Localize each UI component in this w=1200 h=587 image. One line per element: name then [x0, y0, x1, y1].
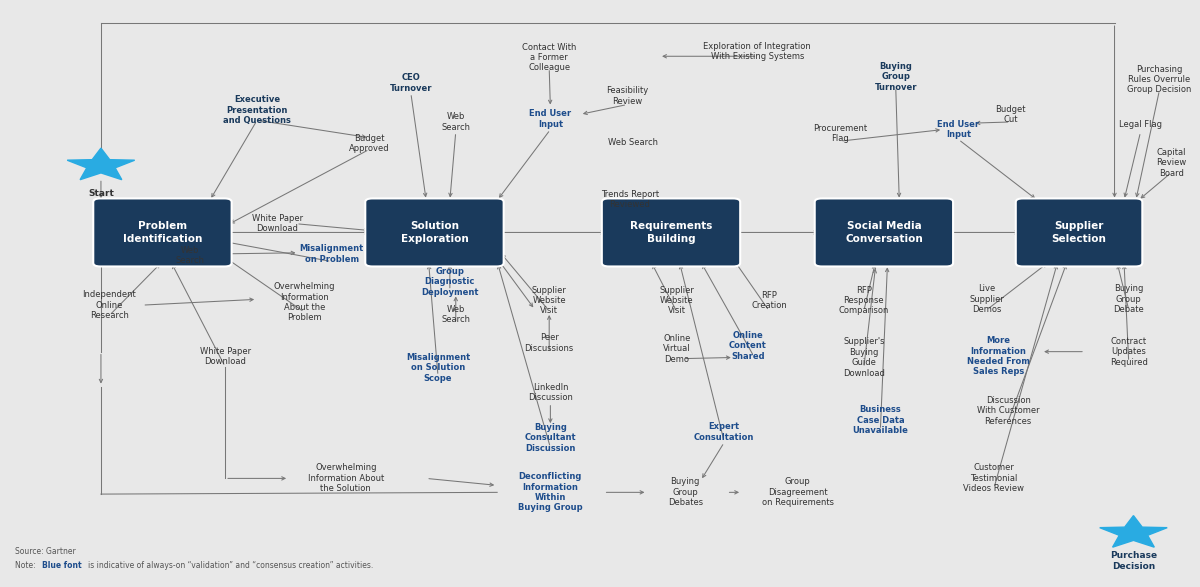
Text: Purchase
Decision: Purchase Decision [1110, 551, 1157, 571]
Text: Budget
Approved: Budget Approved [349, 134, 390, 153]
Text: Expert
Consultation: Expert Consultation [694, 422, 755, 441]
Polygon shape [67, 148, 134, 180]
Text: Budget
Cut: Budget Cut [995, 104, 1026, 124]
Text: Contract
Updates
Required: Contract Updates Required [1110, 337, 1147, 366]
Text: Buying
Group
Turnover: Buying Group Turnover [875, 62, 917, 92]
Text: Note:: Note: [14, 561, 37, 570]
Text: Web
Search: Web Search [442, 305, 470, 324]
Text: Supplier's
Buying
Guide
Download: Supplier's Buying Guide Download [842, 338, 884, 377]
Text: Capital
Review
Board: Capital Review Board [1156, 148, 1187, 178]
Text: Supplier
Website
Visit: Supplier Website Visit [660, 286, 695, 315]
Text: Live
Supplier
Demos: Live Supplier Demos [970, 285, 1004, 314]
Text: End User
Input: End User Input [529, 109, 571, 129]
Text: Start: Start [88, 189, 114, 198]
Text: Source: Gartner: Source: Gartner [14, 547, 76, 556]
Text: Trends Report
Reviewed: Trends Report Reviewed [600, 190, 659, 209]
Text: Legal Flag: Legal Flag [1120, 120, 1162, 129]
Text: RFP
Creation: RFP Creation [751, 291, 787, 310]
Text: Contact With
a Former
Colleague: Contact With a Former Colleague [522, 42, 576, 72]
Text: White Paper
Download: White Paper Download [199, 346, 251, 366]
Text: Blue font: Blue font [42, 561, 82, 570]
Text: Buying
Consultant
Discussion: Buying Consultant Discussion [524, 423, 576, 453]
Text: is indicative of always-on “validation” and “consensus creation” activities.: is indicative of always-on “validation” … [88, 561, 373, 570]
Polygon shape [1099, 515, 1168, 547]
Text: Overwhelming
Information About
the Solution: Overwhelming Information About the Solut… [307, 464, 384, 493]
Text: Buying
Group
Debates: Buying Group Debates [667, 477, 703, 507]
Text: White Paper
Download: White Paper Download [252, 214, 302, 234]
Text: End User
Input: End User Input [937, 120, 979, 139]
Text: Customer
Testimonial
Videos Review: Customer Testimonial Videos Review [964, 464, 1025, 493]
Text: Supplier
Website
Visit: Supplier Website Visit [532, 286, 566, 315]
Text: Group
Diagnostic
Deployment: Group Diagnostic Deployment [421, 267, 479, 297]
Text: Peer
Discussions: Peer Discussions [524, 333, 574, 353]
Text: Supplier
Selection: Supplier Selection [1051, 221, 1106, 244]
Text: Problem
Identification: Problem Identification [122, 221, 202, 244]
FancyBboxPatch shape [1015, 198, 1142, 266]
Text: Web
Search: Web Search [175, 246, 204, 265]
Text: Web Search: Web Search [608, 138, 658, 147]
Text: Buying
Group
Debate: Buying Group Debate [1114, 285, 1144, 314]
Text: Procurement
Flag: Procurement Flag [814, 124, 868, 143]
Text: Social Media
Conversation: Social Media Conversation [845, 221, 923, 244]
Text: Feasibility
Review: Feasibility Review [606, 86, 648, 106]
Text: Misalignment
on Problem: Misalignment on Problem [300, 244, 364, 264]
Text: Independent
Online
Research: Independent Online Research [83, 290, 136, 320]
FancyBboxPatch shape [815, 198, 953, 266]
Text: Exploration of Integration
With Existing Systems: Exploration of Integration With Existing… [703, 42, 811, 61]
Text: Executive
Presentation
and Questions: Executive Presentation and Questions [223, 96, 290, 125]
Text: Business
Case Data
Unavailable: Business Case Data Unavailable [852, 406, 908, 435]
FancyBboxPatch shape [365, 198, 504, 266]
Text: Discussion
With Customer
References: Discussion With Customer References [977, 396, 1039, 426]
Text: Online
Virtual
Demo: Online Virtual Demo [664, 334, 691, 363]
Text: More
Information
Needed From
Sales Reps: More Information Needed From Sales Reps [967, 336, 1030, 376]
Text: Group
Disagreement
on Requirements: Group Disagreement on Requirements [762, 477, 834, 507]
Text: Web
Search: Web Search [442, 112, 470, 131]
Text: RFP
Response
Comparison: RFP Response Comparison [839, 286, 889, 315]
Text: LinkedIn
Discussion: LinkedIn Discussion [528, 383, 572, 402]
Text: Online
Content
Shared: Online Content Shared [728, 331, 767, 361]
FancyBboxPatch shape [602, 198, 740, 266]
Text: Solution
Exploration: Solution Exploration [401, 221, 468, 244]
Text: Purchasing
Rules Overrule
Group Decision: Purchasing Rules Overrule Group Decision [1127, 65, 1192, 95]
Text: Overwhelming
Information
About the
Problem: Overwhelming Information About the Probl… [274, 282, 335, 322]
Text: Misalignment
on Solution
Scope: Misalignment on Solution Scope [406, 353, 470, 383]
FancyBboxPatch shape [94, 198, 232, 266]
Text: Deconflicting
Information
Within
Buying Group: Deconflicting Information Within Buying … [518, 473, 583, 512]
Text: Requirements
Building: Requirements Building [630, 221, 713, 244]
Text: CEO
Turnover: CEO Turnover [390, 73, 432, 93]
